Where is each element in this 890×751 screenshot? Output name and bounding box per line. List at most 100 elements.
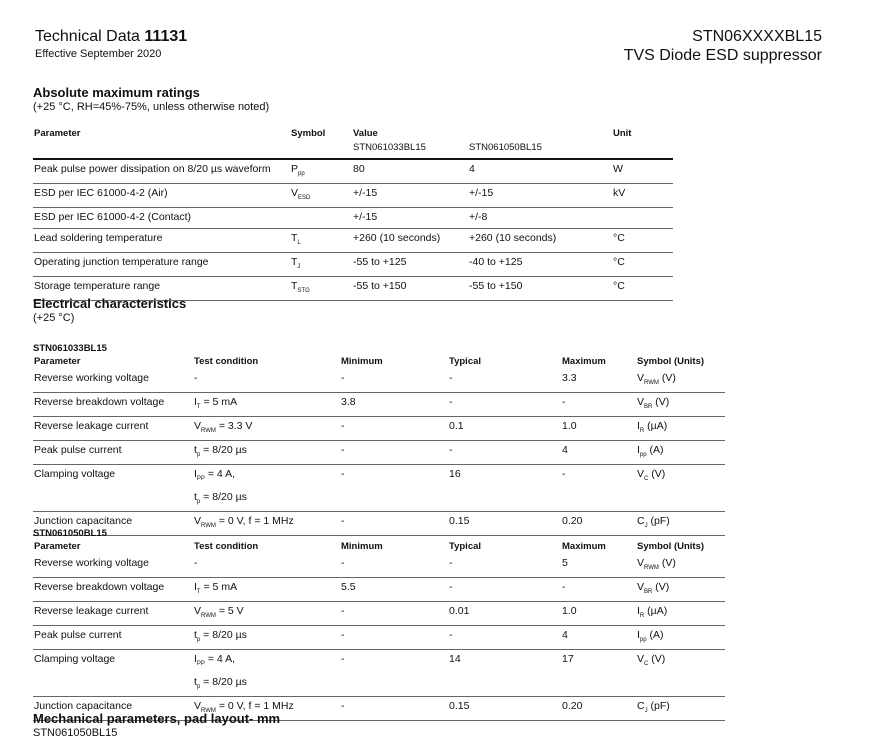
- parameter-cell: Clamping voltage: [33, 649, 193, 697]
- condition-cell: tp = 8/20 µs: [193, 440, 340, 465]
- table-part-title: STN061033BL15: [33, 343, 107, 354]
- col-header: Minimum: [341, 356, 383, 367]
- value-cell: +/-8: [468, 207, 612, 229]
- col-header: Maximum: [562, 541, 606, 552]
- table-row: Reverse leakage current VRWM = 3.3 V -0.1 1…: [33, 416, 725, 441]
- unit-cell: °C: [612, 252, 673, 277]
- unit-cell: [612, 207, 673, 229]
- value-cell: +/-15: [352, 207, 468, 229]
- minimum-cell: -: [340, 625, 448, 650]
- symbol-cell: IR (µA): [636, 601, 725, 626]
- parameter-cell: Junction capacitance: [33, 696, 193, 721]
- condition-cell: IT = 5 mA: [193, 392, 340, 417]
- typical-cell: -: [448, 577, 561, 602]
- condition-cell: VRWM = 3.3 V: [193, 416, 340, 441]
- maximum-cell: -: [561, 464, 636, 512]
- col-header: Unit: [613, 128, 632, 139]
- maximum-cell: 3.3: [561, 369, 636, 393]
- symbol-cell: Ppp: [290, 159, 352, 184]
- value-cell: +/-15: [352, 183, 468, 208]
- product-name: TVS Diode ESD suppressor: [623, 47, 822, 64]
- parameter-cell: Storage temperature range: [33, 276, 290, 301]
- symbol-cell: TSTG: [290, 276, 352, 301]
- unit-cell: °C: [612, 276, 673, 301]
- parameter-cell: ESD per IEC 61000-4-2 (Contact): [33, 207, 290, 229]
- condition-cell: VRWM = 0 V, f = 1 MHz: [193, 511, 340, 536]
- col-header: Parameter: [34, 541, 81, 552]
- section-title-mechanical: Mechanical parameters, pad layout- mm: [33, 711, 281, 726]
- abs-max-note: (+25 °C, RH=45%-75%, unless otherwise no…: [33, 101, 270, 113]
- parameter-cell: Reverse leakage current: [33, 601, 193, 626]
- table-row: Peak pulse current tp = 8/20 µs - -4 Ipp (A): [33, 440, 725, 465]
- section-title-abs-max: Absolute maximum ratings: [33, 85, 200, 100]
- unit-cell: °C: [612, 228, 673, 253]
- symbol-cell: VESD: [290, 183, 352, 208]
- table-row: Junction capacitance VRWM = 0 V, f = 1 MH…: [33, 696, 725, 721]
- maximum-cell: 4: [561, 625, 636, 650]
- condition-cell: VRWM = 5 V: [193, 601, 340, 626]
- table-row: ESD per IEC 61000-4-2 (Air) VESD +/-15 +/-1…: [33, 183, 673, 208]
- symbol-cell: VRWM (V): [636, 554, 725, 578]
- col-header: Symbol (Units): [637, 541, 705, 552]
- col-header: Symbol: [291, 128, 326, 139]
- mechanical-part: STN061050BL15: [33, 727, 118, 739]
- col-header: Typical: [449, 356, 482, 367]
- value-cell: 80: [352, 159, 468, 184]
- symbol-cell: [290, 207, 352, 229]
- col-header: Maximum: [562, 356, 606, 367]
- maximum-cell: 4: [561, 440, 636, 465]
- parameter-cell: Junction capacitance: [33, 511, 193, 536]
- value-cell: -55 to +150: [352, 276, 468, 301]
- value-cell: +260 (10 seconds): [352, 228, 468, 253]
- table-row: Peak pulse power dissipation on 8/20 µs …: [33, 159, 673, 184]
- doc-number: 11131: [144, 28, 188, 45]
- typical-cell: 16: [448, 464, 561, 512]
- maximum-cell: 0.20: [561, 696, 636, 721]
- symbol-cell: TL: [290, 228, 352, 253]
- col-subheader: STN061050BL15: [468, 139, 612, 160]
- symbol-cell: VBR (V): [636, 577, 725, 602]
- symbol-cell: TJ: [290, 252, 352, 277]
- minimum-cell: -: [340, 554, 448, 578]
- col-header: Value: [353, 128, 378, 139]
- typical-cell: -: [448, 440, 561, 465]
- minimum-cell: -: [340, 464, 448, 512]
- symbol-cell: IR (µA): [636, 416, 725, 441]
- minimum-cell: -: [340, 649, 448, 697]
- table-row: Junction capacitance VRWM = 0 V, f = 1 MH…: [33, 511, 725, 536]
- minimum-cell: -: [340, 696, 448, 721]
- condition-cell: VRWM = 0 V, f = 1 MHz: [193, 696, 340, 721]
- parameter-cell: Reverse breakdown voltage: [33, 392, 193, 417]
- condition-cell: -: [193, 369, 340, 393]
- part-number: STN06XXXXBL15: [692, 28, 822, 45]
- minimum-cell: -: [340, 416, 448, 441]
- table-row: ESD per IEC 61000-4-2 (Contact) +/-15 +/-8: [33, 207, 673, 229]
- value-cell: -55 to +125: [352, 252, 468, 277]
- parameter-cell: ESD per IEC 61000-4-2 (Air): [33, 183, 290, 208]
- value-cell: -40 to +125: [468, 252, 612, 277]
- condition-cell: tp = 8/20 µs: [193, 625, 340, 650]
- parameter-cell: Peak pulse current: [33, 625, 193, 650]
- maximum-cell: 17: [561, 649, 636, 697]
- minimum-cell: -: [340, 601, 448, 626]
- col-header: Symbol (Units): [637, 356, 705, 367]
- maximum-cell: 5: [561, 554, 636, 578]
- typical-cell: 0.01: [448, 601, 561, 626]
- value-cell: +260 (10 seconds): [468, 228, 612, 253]
- section-title-electrical: Electrical characteristics: [33, 296, 187, 311]
- table-row: Peak pulse current tp = 8/20 µs - -4 Ipp (A): [33, 625, 725, 650]
- table-row: Reverse breakdown voltage IT = 5 mA 3.8- - V…: [33, 392, 725, 417]
- symbol-cell: VRWM (V): [636, 369, 725, 393]
- col-header: Test condition: [194, 356, 259, 367]
- parameter-cell: Reverse working voltage: [33, 554, 193, 578]
- table-row: Storage temperature range TSTG -55 to +150…: [33, 276, 673, 301]
- table-row: Reverse working voltage - - -3.3 VRWM (V): [33, 369, 725, 393]
- parameter-cell: Lead soldering temperature: [33, 228, 290, 253]
- parameter-cell: Peak pulse power dissipation on 8/20 µs …: [33, 159, 290, 184]
- typical-cell: 14: [448, 649, 561, 697]
- condition-cell: IPP = 4 A, tp = 8/20 µs: [193, 649, 340, 697]
- value-cell: +/-15: [468, 183, 612, 208]
- unit-cell: kV: [612, 183, 673, 208]
- parameter-cell: Reverse working voltage: [33, 369, 193, 393]
